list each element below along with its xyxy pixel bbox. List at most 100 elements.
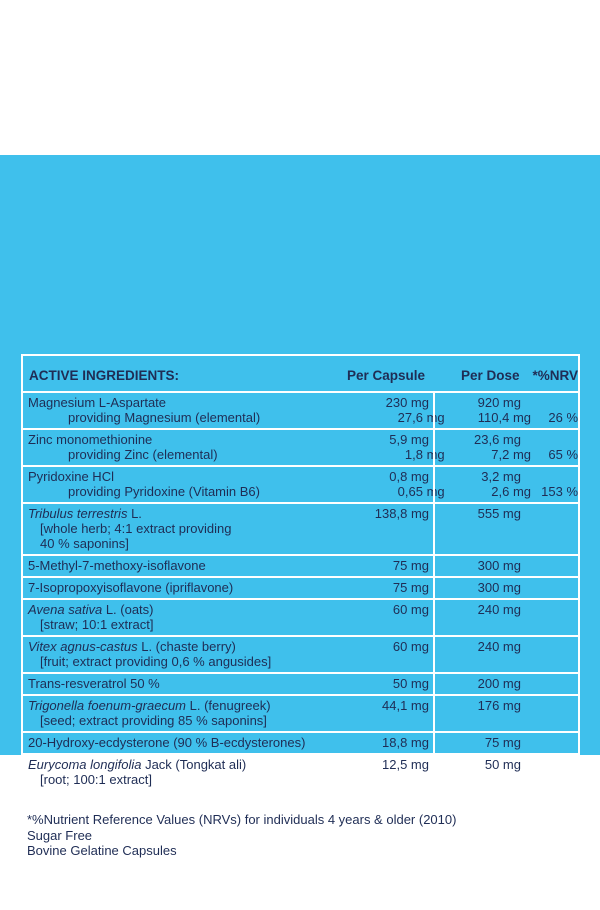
name-text: Zinc monomethionine bbox=[28, 432, 153, 447]
per-dose bbox=[437, 654, 528, 669]
row-line: Trans-resveratrol 50 % 50 mg 200 mg bbox=[23, 676, 578, 691]
row-line: providing Magnesium (elemental) 27,6 mg 11… bbox=[23, 410, 578, 425]
per-dose: 920 mg bbox=[477, 395, 521, 410]
ingredient-row: Eurycoma longifolia Jack (Tongkat ali) 12… bbox=[23, 755, 578, 792]
row-line: Pyridoxine HCl 0,8 mg 3,2 mg bbox=[23, 469, 578, 484]
per-dose bbox=[437, 536, 528, 551]
per-dose bbox=[437, 617, 528, 632]
per-capsule bbox=[333, 654, 437, 669]
nrv bbox=[521, 735, 571, 750]
nrv bbox=[528, 521, 578, 536]
row-line: Avena sativa L. (oats) 60 mg 240 mg bbox=[23, 602, 578, 617]
latin-name: Trigonella foenum-graecum bbox=[28, 698, 186, 713]
nrv: 26 % bbox=[548, 410, 579, 425]
ingredient-name: 40 % saponins] bbox=[23, 536, 333, 551]
name-text: Trans-resveratrol 50 % bbox=[28, 676, 160, 691]
nrv bbox=[521, 757, 571, 772]
per-capsule: 18,8 mg bbox=[382, 735, 429, 750]
name-text: [seed; extract providing 85 % saponins] bbox=[40, 713, 267, 728]
per-capsule: 138,8 mg bbox=[374, 506, 429, 521]
name-text: 5-Methyl-7-methoxy-isoflavone bbox=[28, 558, 206, 573]
nrv bbox=[528, 713, 578, 728]
nrv bbox=[528, 654, 578, 669]
ingredient-name: Tribulus terrestris L. bbox=[23, 506, 324, 521]
per-dose: 2,6 mg bbox=[491, 484, 532, 499]
header-per-capsule: Per Capsule bbox=[347, 368, 426, 383]
ingredient-row: Vitex agnus-castus L. (chaste berry) 60 m… bbox=[23, 637, 578, 674]
per-capsule bbox=[333, 713, 437, 728]
footer: *%Nutrient Reference Values (NRVs) for i… bbox=[27, 812, 456, 859]
ingredient-name: providing Zinc (elemental) bbox=[23, 447, 346, 462]
per-dose: 300 mg bbox=[477, 558, 521, 573]
name-text: [whole herb; 4:1 extract providing bbox=[40, 521, 232, 536]
ingredient-row: 7-Isopropoxyisoflavone (ipriflavone) 75 m… bbox=[23, 578, 578, 600]
name-text: [fruit; extract providing 0,6 % anguside… bbox=[40, 654, 272, 669]
nrv: 65 % bbox=[548, 447, 579, 462]
ingredient-name: Trans-resveratrol 50 % bbox=[23, 676, 324, 691]
footer-line: Sugar Free bbox=[27, 827, 93, 843]
nrv bbox=[521, 469, 571, 484]
name-text: [root; 100:1 extract] bbox=[40, 772, 153, 787]
ingredient-row: Pyridoxine HCl 0,8 mg 3,2 mg providing Pyri… bbox=[23, 467, 578, 504]
row-line: 20-Hydroxy-ecdysterone (90 % B-ecdystero… bbox=[23, 735, 578, 750]
row-line: Zinc monomethionine 5,9 mg 23,6 mg bbox=[23, 432, 578, 447]
per-dose: 555 mg bbox=[477, 506, 521, 521]
per-capsule: 27,6 mg bbox=[397, 410, 445, 425]
row-line: providing Pyridoxine (Vitamin B6) 0,65 mg… bbox=[23, 484, 578, 499]
ingredient-name: 5-Methyl-7-methoxy-isoflavone bbox=[23, 558, 324, 573]
row-line: 5-Methyl-7-methoxy-isoflavone 75 mg 300 mg bbox=[23, 558, 578, 573]
row-line: Tribulus terrestris L. 138,8 mg 555 mg bbox=[23, 506, 578, 521]
row-line: [straw; 10:1 extract] bbox=[23, 617, 578, 632]
per-dose: 75 mg bbox=[484, 735, 521, 750]
ingredient-name: Pyridoxine HCl bbox=[23, 469, 324, 484]
per-capsule: 75 mg bbox=[392, 558, 429, 573]
ingredient-name: providing Pyridoxine (Vitamin B6) bbox=[23, 484, 346, 499]
name-text: providing Magnesium (elemental) bbox=[68, 410, 261, 425]
per-capsule: 44,1 mg bbox=[382, 698, 429, 713]
per-capsule: 75 mg bbox=[392, 580, 429, 595]
nrv bbox=[521, 506, 571, 521]
ingredient-name: [fruit; extract providing 0,6 % anguside… bbox=[23, 654, 333, 669]
per-dose: 50 mg bbox=[484, 757, 521, 772]
label-panel: ACTIVE INGREDIENTS: Per Capsule Per Dose… bbox=[0, 155, 600, 876]
nrv bbox=[521, 395, 571, 410]
header-nrv: *%NRV bbox=[532, 368, 578, 383]
nrv bbox=[528, 536, 578, 551]
row-line: Vitex agnus-castus L. (chaste berry) 60 m… bbox=[23, 639, 578, 654]
nrv bbox=[528, 772, 578, 787]
name-text: providing Zinc (elemental) bbox=[68, 447, 218, 462]
per-dose: 240 mg bbox=[477, 602, 521, 617]
latin-name: Vitex agnus-castus bbox=[28, 639, 138, 654]
per-capsule: 60 mg bbox=[392, 639, 429, 654]
ingredient-name: [seed; extract providing 85 % saponins] bbox=[23, 713, 333, 728]
latin-name: Avena sativa bbox=[28, 602, 103, 617]
ingredient-name: Avena sativa L. (oats) bbox=[23, 602, 324, 617]
per-capsule bbox=[333, 617, 437, 632]
ingredient-row: 20-Hydroxy-ecdysterone (90 % B-ecdystero… bbox=[23, 733, 578, 755]
per-dose: 3,2 mg bbox=[481, 469, 521, 484]
footer-line: *%Nutrient Reference Values (NRVs) for i… bbox=[27, 812, 457, 827]
name-text: L. (oats) bbox=[102, 602, 154, 617]
per-dose: 176 mg bbox=[477, 698, 521, 713]
per-capsule bbox=[333, 772, 437, 787]
ingredient-name: Eurycoma longifolia Jack (Tongkat ali) bbox=[23, 757, 324, 772]
name-text: 20-Hydroxy-ecdysterone (90 % B-ecdystero… bbox=[28, 735, 306, 750]
per-capsule: 0,8 mg bbox=[389, 469, 429, 484]
row-line: Trigonella foenum-graecum L. (fenugreek)… bbox=[23, 698, 578, 713]
ingredient-name: Magnesium L-Aspartate bbox=[23, 395, 324, 410]
name-text: 40 % saponins] bbox=[40, 536, 129, 551]
name-text: L. (fenugreek) bbox=[186, 698, 271, 713]
row-line: [root; 100:1 extract] bbox=[23, 772, 578, 787]
nrv bbox=[521, 558, 571, 573]
name-text: Jack (Tongkat ali) bbox=[141, 757, 247, 772]
nrv bbox=[528, 617, 578, 632]
row-line: [whole herb; 4:1 extract providing bbox=[23, 521, 578, 536]
ingredient-row: 5-Methyl-7-methoxy-isoflavone 75 mg 300 mg bbox=[23, 556, 578, 578]
ingredient-row: Trans-resveratrol 50 % 50 mg 200 mg bbox=[23, 674, 578, 696]
per-capsule: 1,8 mg bbox=[404, 447, 445, 462]
name-text: Magnesium L-Aspartate bbox=[28, 395, 167, 410]
ingredient-name: Trigonella foenum-graecum L. (fenugreek) bbox=[23, 698, 324, 713]
nrv bbox=[521, 698, 571, 713]
ingredient-name: Vitex agnus-castus L. (chaste berry) bbox=[23, 639, 324, 654]
